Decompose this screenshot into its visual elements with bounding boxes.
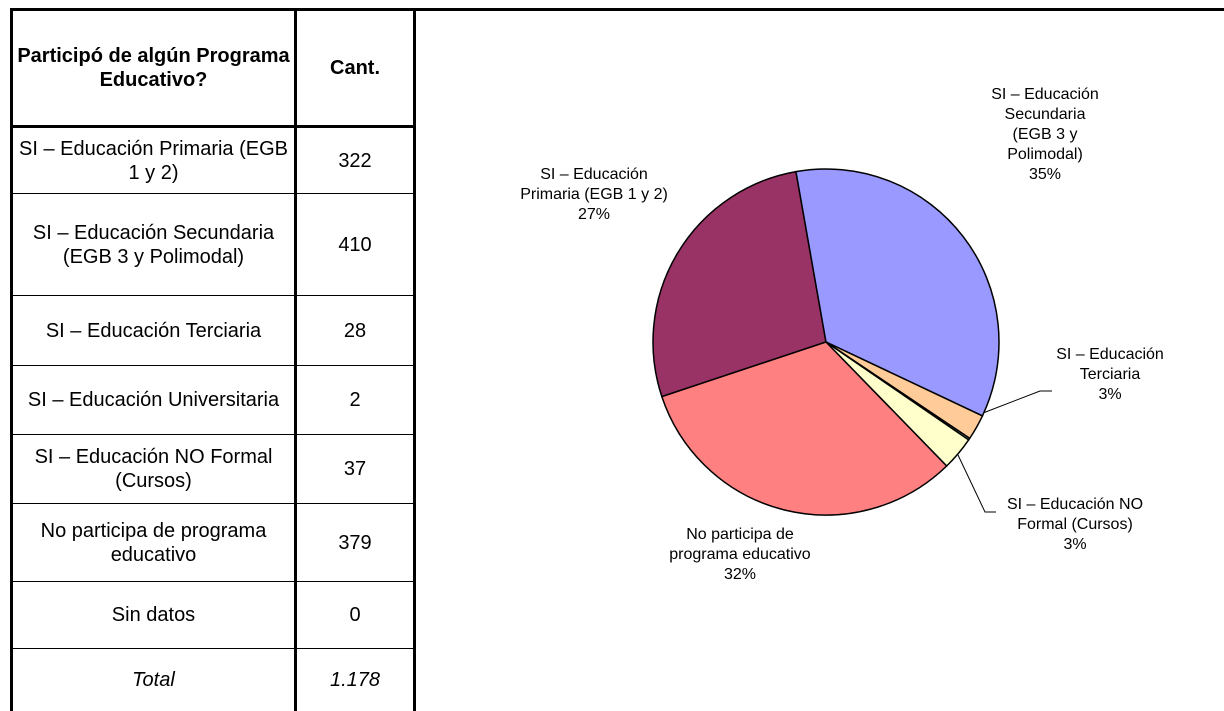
table-row: Sin datos 0 bbox=[10, 581, 416, 649]
table-cell: 322 bbox=[294, 126, 416, 194]
pie-slice bbox=[652, 170, 827, 398]
slice-label: SI – Educación Terciaria 3% bbox=[1035, 345, 1185, 405]
table-cell: SI – Educación Universitaria bbox=[10, 365, 296, 435]
data-table: Participó de algún Programa Educativo? Ca… bbox=[10, 8, 416, 711]
table-cell: Total bbox=[10, 648, 296, 711]
pie-slice bbox=[795, 168, 1000, 417]
slice-category: SI – Educación Primaria (EGB 1 y 2) bbox=[520, 166, 668, 203]
slice-percent: 32% bbox=[723, 566, 757, 583]
table-row: SI – Educación Terciaria 28 bbox=[10, 295, 416, 366]
table-cell: Cant. bbox=[294, 8, 416, 128]
table-cell: 28 bbox=[294, 295, 416, 366]
slice-label: SI – Educación Secundaria (EGB 3 y Polim… bbox=[990, 85, 1100, 185]
table-cell: Participó de algún Programa Educativo? bbox=[10, 8, 296, 128]
table-row: Participó de algún Programa Educativo? Ca… bbox=[10, 8, 416, 128]
leader-line bbox=[982, 390, 1052, 414]
slice-label: SI – Educación Primaria (EGB 1 y 2) 27% bbox=[519, 165, 669, 225]
table-row: Total 1.178 bbox=[10, 648, 416, 711]
table-row: SI – Educación Primaria (EGB 1 y 2) 322 bbox=[10, 126, 416, 194]
table-cell: Sin datos bbox=[10, 581, 296, 649]
table-cell: No participa de programa educativo bbox=[10, 503, 296, 582]
slice-category: SI – Educación Terciaria bbox=[1056, 346, 1164, 383]
table-cell: SI – Educación Primaria (EGB 1 y 2) bbox=[10, 126, 296, 194]
slice-label: SI – Educación NO Formal (Cursos) 3% bbox=[1000, 495, 1150, 555]
table-cell: 1.178 bbox=[294, 648, 416, 711]
table-row: SI – Educación NO Formal (Cursos) 37 bbox=[10, 434, 416, 504]
slice-label: No participa de programa educativo 32% bbox=[665, 525, 815, 585]
table-row: SI – Educación Secundaria (EGB 3 y Polim… bbox=[10, 193, 416, 296]
leader-line bbox=[957, 454, 996, 513]
slice-category: SI – Educación NO Formal (Cursos) bbox=[1006, 496, 1144, 533]
table-row: No participa de programa educativo 379 bbox=[10, 503, 416, 582]
slice-category: No participa de programa educativo bbox=[669, 526, 811, 563]
pie-slice bbox=[660, 341, 948, 516]
table-cell: SI – Educación Secundaria (EGB 3 y Polim… bbox=[10, 193, 296, 296]
slice-percent: 3% bbox=[1063, 536, 1087, 553]
table-cell: 410 bbox=[294, 193, 416, 296]
slice-percent: 35% bbox=[1028, 166, 1062, 183]
table-cell: SI – Educación Terciaria bbox=[10, 295, 296, 366]
slice-percent: 27% bbox=[577, 206, 611, 223]
top-rule bbox=[10, 8, 1224, 11]
slice-percent: 3% bbox=[1098, 386, 1122, 403]
table-cell: 379 bbox=[294, 503, 416, 582]
slice-category: SI – Educación Secundaria (EGB 3 y Polim… bbox=[991, 86, 1099, 163]
